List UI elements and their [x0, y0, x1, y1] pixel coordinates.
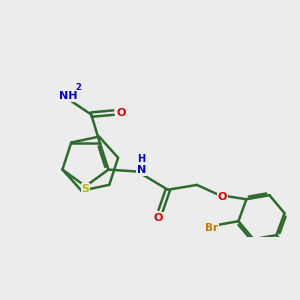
Text: S: S [82, 184, 89, 194]
Text: O: O [116, 108, 125, 118]
Text: Br: Br [205, 223, 218, 233]
Text: 2: 2 [76, 83, 81, 92]
Text: O: O [218, 192, 227, 202]
Text: H: H [138, 154, 146, 164]
Text: N: N [137, 165, 146, 175]
Text: NH: NH [59, 92, 78, 101]
Text: O: O [154, 213, 163, 223]
